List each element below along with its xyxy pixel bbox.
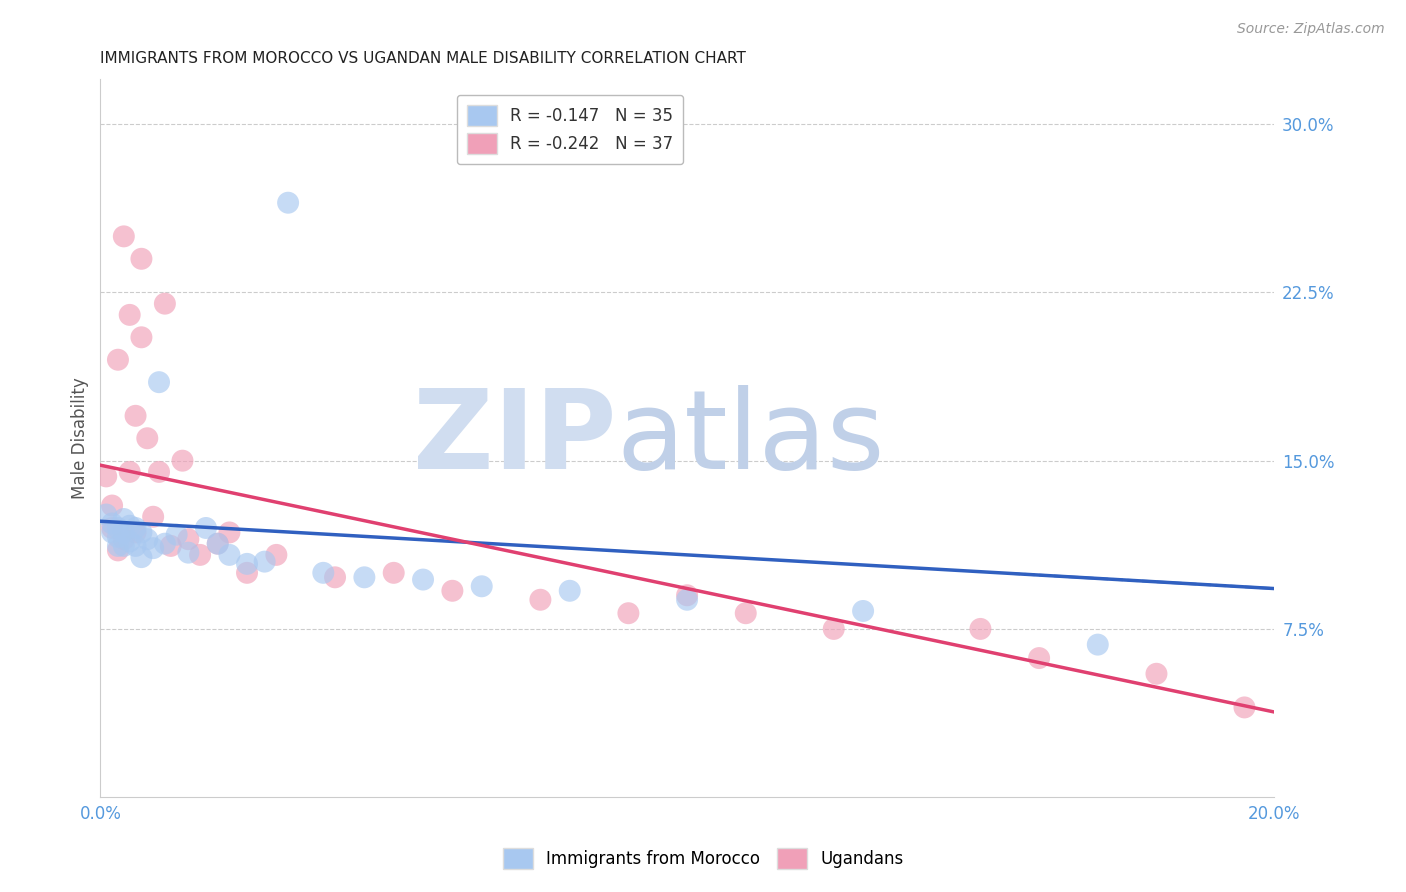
- Point: [676, 592, 699, 607]
- Point: [142, 509, 165, 524]
- Point: [1028, 651, 1050, 665]
- Point: [312, 566, 335, 580]
- Point: [382, 566, 405, 580]
- Y-axis label: Male Disability: Male Disability: [72, 377, 89, 500]
- Point: [471, 579, 494, 593]
- Point: [617, 606, 640, 620]
- Point: [236, 566, 259, 580]
- Point: [172, 453, 194, 467]
- Point: [131, 252, 153, 266]
- Point: [112, 532, 135, 546]
- Point: [118, 465, 141, 479]
- Point: [676, 588, 699, 602]
- Point: [124, 539, 146, 553]
- Point: [107, 539, 129, 553]
- Point: [188, 548, 211, 562]
- Point: [107, 530, 129, 544]
- Point: [441, 583, 464, 598]
- Point: [101, 499, 124, 513]
- Text: atlas: atlas: [617, 384, 886, 491]
- Point: [107, 352, 129, 367]
- Point: [153, 536, 176, 550]
- Point: [1087, 638, 1109, 652]
- Point: [266, 548, 288, 562]
- Point: [218, 525, 240, 540]
- Point: [852, 604, 875, 618]
- Point: [131, 525, 153, 540]
- Point: [124, 409, 146, 423]
- Text: Source: ZipAtlas.com: Source: ZipAtlas.com: [1237, 22, 1385, 37]
- Point: [323, 570, 346, 584]
- Point: [101, 516, 124, 531]
- Point: [969, 622, 991, 636]
- Point: [529, 592, 551, 607]
- Point: [136, 532, 159, 546]
- Point: [118, 534, 141, 549]
- Point: [207, 536, 229, 550]
- Point: [124, 525, 146, 540]
- Point: [136, 431, 159, 445]
- Point: [148, 465, 170, 479]
- Point: [118, 308, 141, 322]
- Legend: R = -0.147   N = 35, R = -0.242   N = 37: R = -0.147 N = 35, R = -0.242 N = 37: [457, 95, 683, 164]
- Point: [1146, 666, 1168, 681]
- Legend: Immigrants from Morocco, Ugandans: Immigrants from Morocco, Ugandans: [492, 838, 914, 880]
- Point: [112, 229, 135, 244]
- Point: [159, 539, 181, 553]
- Point: [177, 532, 200, 546]
- Point: [112, 512, 135, 526]
- Point: [277, 195, 299, 210]
- Point: [218, 548, 240, 562]
- Point: [107, 543, 129, 558]
- Point: [112, 539, 135, 553]
- Point: [1233, 700, 1256, 714]
- Point: [118, 518, 141, 533]
- Point: [194, 521, 217, 535]
- Point: [131, 550, 153, 565]
- Point: [148, 375, 170, 389]
- Point: [112, 525, 135, 540]
- Point: [131, 330, 153, 344]
- Point: [101, 525, 124, 540]
- Text: IMMIGRANTS FROM MOROCCO VS UGANDAN MALE DISABILITY CORRELATION CHART: IMMIGRANTS FROM MOROCCO VS UGANDAN MALE …: [100, 51, 747, 66]
- Point: [153, 296, 176, 310]
- Point: [107, 521, 129, 535]
- Point: [166, 527, 188, 541]
- Point: [101, 521, 124, 535]
- Point: [124, 521, 146, 535]
- Point: [177, 546, 200, 560]
- Point: [412, 573, 434, 587]
- Point: [253, 555, 276, 569]
- Point: [734, 606, 756, 620]
- Text: ZIP: ZIP: [413, 384, 617, 491]
- Point: [207, 536, 229, 550]
- Point: [558, 583, 581, 598]
- Point: [142, 541, 165, 556]
- Point: [823, 622, 845, 636]
- Point: [353, 570, 375, 584]
- Point: [96, 469, 118, 483]
- Point: [236, 557, 259, 571]
- Point: [96, 508, 118, 522]
